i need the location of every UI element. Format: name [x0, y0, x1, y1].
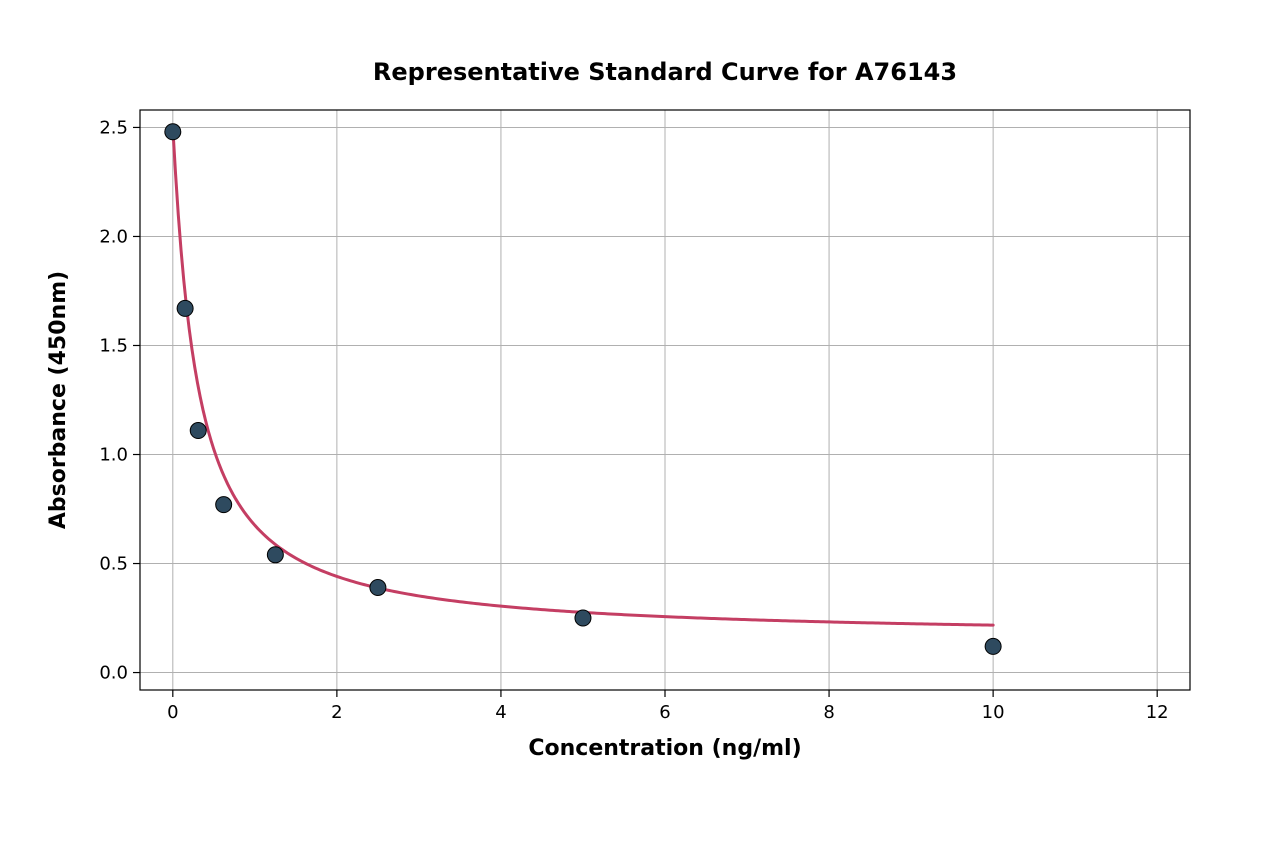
x-axis-label: Concentration (ng/ml) [528, 736, 801, 761]
x-tick-label: 0 [167, 702, 178, 723]
data-point [216, 497, 232, 513]
x-tick-label: 8 [823, 702, 834, 723]
x-tick-label: 10 [982, 702, 1005, 723]
x-tick-label: 2 [331, 702, 342, 723]
data-point [190, 423, 206, 439]
chart-container: 0 2 4 6 8 10 12 0.0 0.5 1.0 1.5 2.0 2.5 Concentration… [0, 0, 1280, 845]
y-axis-label: Absorbance (450nm) [46, 271, 71, 529]
x-tick-label: 4 [495, 702, 506, 723]
data-point [267, 547, 283, 563]
y-tick-label: 1.5 [99, 335, 128, 356]
y-tick-label: 0.5 [99, 554, 128, 575]
data-point [985, 638, 1001, 654]
data-point [370, 580, 386, 596]
data-point [177, 300, 193, 316]
chart-svg: 0 2 4 6 8 10 12 0.0 0.5 1.0 1.5 2.0 2.5 Concentration… [0, 0, 1280, 845]
y-tick-label: 1.0 [99, 445, 128, 466]
x-tick-label: 6 [659, 702, 670, 723]
data-point [165, 124, 181, 140]
y-tick-label: 2.5 [99, 117, 128, 138]
chart-title: Representative Standard Curve for A76143 [373, 58, 957, 86]
y-tick-label: 0.0 [99, 663, 128, 684]
data-point [575, 610, 591, 626]
y-tick-label: 2.0 [99, 226, 128, 247]
x-tick-label: 12 [1146, 702, 1169, 723]
